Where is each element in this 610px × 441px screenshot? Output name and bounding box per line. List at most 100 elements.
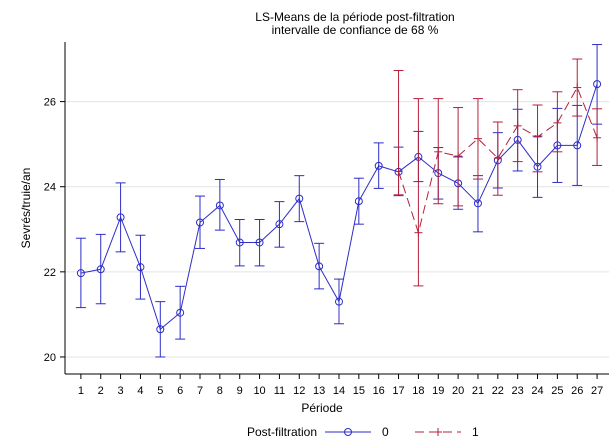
x-tick-label: 1: [78, 385, 84, 397]
data-point: [76, 269, 85, 278]
chart-title-line-1: LS-Means de la période post-filtration: [255, 10, 454, 24]
y-tick-label: 20: [44, 352, 56, 364]
x-tick-label: 15: [353, 385, 365, 397]
data-point: [156, 325, 165, 334]
x-tick-label: 7: [197, 385, 203, 397]
data-point: [275, 220, 284, 229]
x-tick-label: 20: [452, 385, 464, 397]
error-bar: [373, 142, 384, 189]
data-point: [215, 201, 224, 210]
x-tick-label: 17: [392, 385, 404, 397]
x-tick-label: 25: [551, 385, 563, 397]
x-tick-label: 3: [118, 385, 124, 397]
error-bar: [234, 218, 245, 267]
x-tick-label: 14: [333, 385, 345, 397]
data-point: [96, 265, 105, 274]
error-bar: [95, 233, 106, 305]
x-tick-label: 2: [98, 385, 104, 397]
x-tick-label: 23: [512, 385, 524, 397]
x-tick-label: 27: [591, 385, 603, 397]
error-bar: [314, 242, 325, 290]
data-point: [136, 263, 145, 272]
error-bar: [135, 234, 146, 300]
error-bar: [413, 98, 424, 287]
error-bar: [214, 178, 225, 231]
x-tick-label: 10: [253, 385, 265, 397]
error-bar: [155, 301, 166, 358]
legend-label: 1: [472, 425, 479, 439]
chart-title-line-2: intervalle de confiance de 68 %: [272, 23, 439, 37]
error-bar: [115, 182, 126, 253]
x-tick-label: 24: [531, 385, 543, 397]
data-point: [553, 118, 562, 127]
axes: [64, 42, 609, 375]
y-tick-label: 22: [44, 267, 56, 279]
data-point: [573, 141, 582, 150]
data-point: [454, 152, 463, 161]
data-point: [414, 228, 423, 237]
y-tick-label: 24: [44, 182, 56, 194]
x-tick-label: 9: [237, 385, 243, 397]
y-axis-label: Sevrés/truie/an: [19, 168, 33, 249]
data-point: [573, 83, 582, 92]
error-bar: [294, 175, 305, 223]
x-tick-label: 12: [293, 385, 305, 397]
data-point: [235, 238, 244, 247]
series-layer: [75, 44, 603, 358]
data-point: [255, 238, 264, 247]
x-tick-label: 19: [432, 385, 444, 397]
legend-marker: [434, 428, 442, 436]
x-tick-label: 6: [177, 385, 183, 397]
error-bar: [195, 195, 206, 249]
x-tick-label: 13: [313, 385, 325, 397]
x-tick-label: 5: [157, 385, 163, 397]
data-point: [176, 308, 185, 317]
error-bar: [75, 237, 86, 309]
x-tick-label: 4: [137, 385, 143, 397]
data-point: [513, 121, 522, 130]
x-axis-label: Période: [301, 401, 343, 415]
error-bar: [175, 285, 186, 340]
x-tick-label: 8: [217, 385, 223, 397]
series-0: [75, 44, 603, 358]
data-point: [493, 154, 502, 163]
series-1-line: [398, 86, 598, 235]
data-point: [434, 147, 443, 156]
error-bar: [353, 177, 364, 225]
data-point: [196, 218, 205, 227]
error-bar: [274, 201, 285, 248]
data-point: [394, 167, 403, 176]
x-tick-label: 18: [412, 385, 424, 397]
error-bar: [333, 278, 344, 325]
data-point: [473, 199, 482, 208]
data-point: [473, 134, 482, 143]
data-point: [593, 133, 602, 142]
x-tick-label: 22: [492, 385, 504, 397]
data-point: [374, 161, 383, 170]
data-point: [116, 213, 125, 222]
data-point: [533, 132, 542, 141]
series-1: [393, 58, 603, 287]
legend-marker: [344, 428, 352, 436]
data-point: [593, 80, 602, 89]
error-bar: [254, 218, 265, 267]
data-point: [315, 262, 324, 271]
data-point: [295, 194, 304, 203]
x-tick-label: 16: [373, 385, 385, 397]
legend-entry-1: 1: [415, 425, 479, 439]
x-tick-label: 21: [472, 385, 484, 397]
legend-entry-0: 0: [325, 425, 389, 439]
x-tick-label: 11: [274, 385, 285, 397]
error-bar: [393, 70, 404, 196]
data-point: [334, 297, 343, 306]
y-gridlines: [65, 101, 609, 358]
data-point: [354, 197, 363, 206]
y-ticks: 20 22 24 26: [44, 97, 65, 364]
legend-label: 0: [382, 425, 389, 439]
x-tick-label: 26: [571, 385, 583, 397]
x-ticks: 1 2 3 4 5 6 7 8 9 10 11 12 13 14 15 16 17 18 19 20 21 22 23 24 2…: [78, 374, 603, 397]
